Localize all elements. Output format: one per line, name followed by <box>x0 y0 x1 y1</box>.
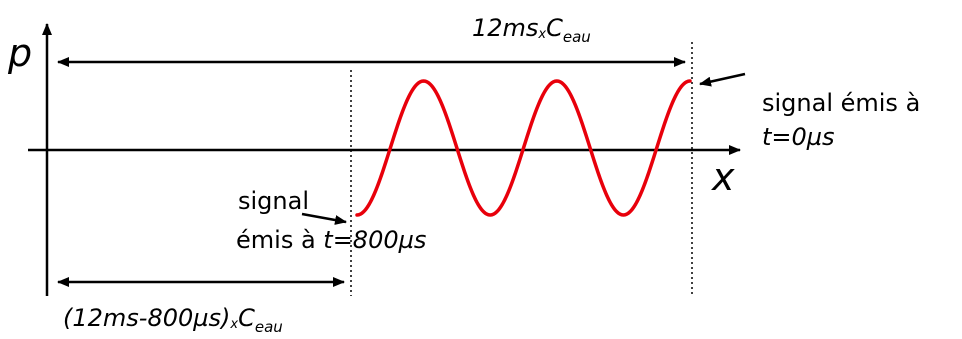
right-note-pointer <box>699 72 746 87</box>
signal-wave <box>355 79 692 217</box>
left-note-line2: émis à t=800µs <box>236 226 426 254</box>
left-note-pointer <box>301 212 347 225</box>
left-note-line1: signal <box>238 187 309 215</box>
top-span-label: 12msxCeau <box>472 14 591 46</box>
p-axis-label: p <box>7 31 32 75</box>
right-note-line1: signal émis à <box>762 89 920 117</box>
bottom-span-label: (12ms-800µs)xCeau <box>63 304 283 334</box>
right-note-line2: t=0µs <box>762 123 835 151</box>
x-axis-label: x <box>711 155 735 199</box>
